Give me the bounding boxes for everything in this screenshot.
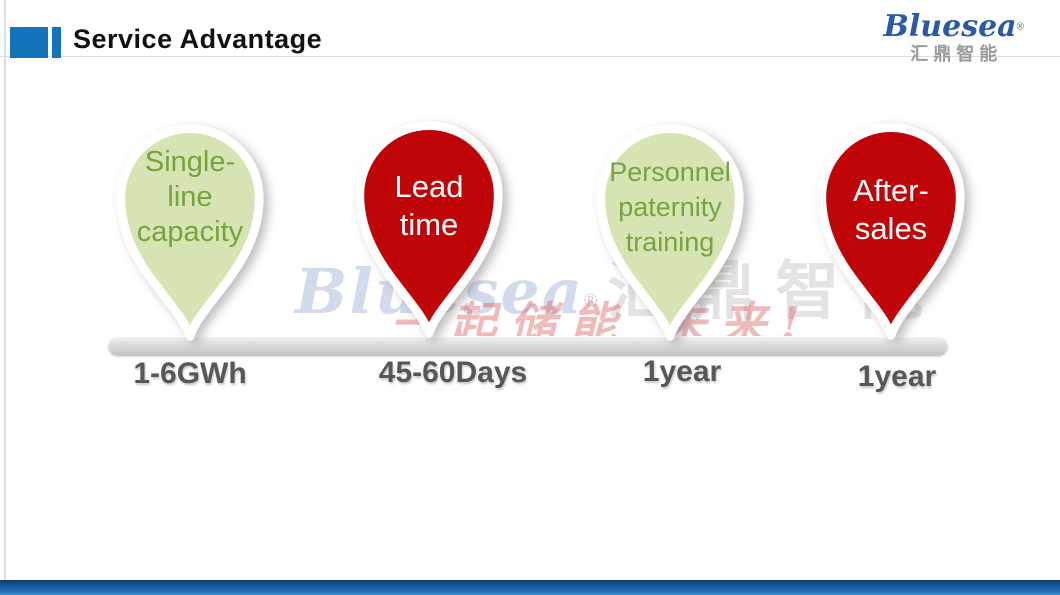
title-accent-block [10, 27, 48, 58]
pin-single-line-capacity: Single- line capacity [112, 117, 268, 343]
footer-bar [0, 580, 1060, 595]
pin-label: After- sales [853, 173, 929, 246]
pin-after-sales: After- sales [813, 116, 969, 342]
pin-personnel-paternity-training: Personnel paternity training [592, 117, 748, 343]
header-divider [0, 56, 1060, 57]
timeline-bar [108, 336, 948, 356]
value-lead-time: 45-60Days [378, 356, 528, 389]
pin-label: Lead time [394, 169, 464, 242]
map-pin-icon [817, 123, 965, 340]
page-title: Service Advantage [73, 24, 323, 54]
slide-left-edge [4, 0, 6, 581]
logo-chinese-text: 汇鼎智能 [910, 44, 1003, 64]
title-accent-bar [52, 27, 61, 58]
map-pin-icon [116, 124, 264, 341]
map-pin-icon [596, 124, 744, 341]
pin-label: Single- line capacity [136, 146, 244, 248]
logo-registered-mark: ® [1016, 21, 1024, 33]
value-after-sales: 1year [857, 360, 937, 393]
pin-lead-time: Lead time [351, 114, 507, 340]
bluesea-logo: Bluesea® 汇鼎智能 [883, 9, 1024, 64]
map-pin-icon [355, 121, 503, 338]
pin-label: Personnel paternity training [609, 157, 731, 257]
logo-brand-text: Bluesea [883, 9, 1017, 44]
value-single-line-capacity: 1-6GWh [133, 357, 247, 390]
value-personnel-paternity-training: 1year [642, 355, 722, 388]
